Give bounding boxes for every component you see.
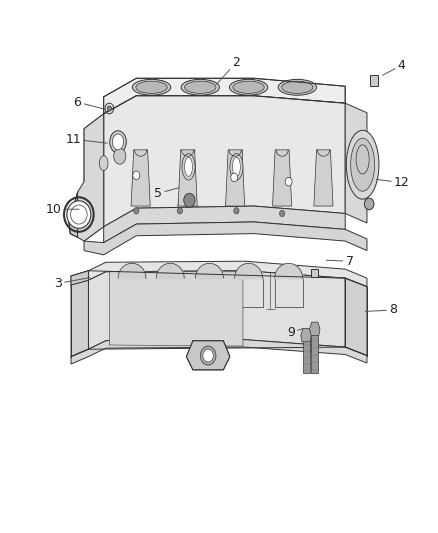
Polygon shape (303, 335, 310, 373)
Polygon shape (69, 192, 78, 237)
Ellipse shape (230, 79, 268, 95)
Circle shape (133, 171, 140, 180)
Circle shape (177, 208, 183, 214)
FancyBboxPatch shape (311, 269, 318, 277)
Text: 9: 9 (287, 326, 304, 340)
Circle shape (134, 208, 139, 214)
Polygon shape (78, 114, 104, 241)
Ellipse shape (110, 131, 126, 153)
Circle shape (203, 349, 213, 362)
Ellipse shape (182, 154, 195, 180)
Polygon shape (88, 271, 345, 349)
Circle shape (364, 198, 374, 210)
Text: 8: 8 (365, 303, 397, 317)
Ellipse shape (113, 134, 124, 150)
Text: 6: 6 (74, 95, 105, 109)
Ellipse shape (351, 138, 374, 191)
Polygon shape (71, 271, 88, 357)
Circle shape (231, 173, 238, 182)
Ellipse shape (67, 201, 91, 228)
Polygon shape (345, 278, 367, 356)
Polygon shape (186, 341, 230, 370)
Polygon shape (310, 322, 320, 335)
Ellipse shape (136, 81, 167, 93)
Polygon shape (71, 340, 367, 364)
Polygon shape (131, 150, 150, 206)
Ellipse shape (181, 79, 219, 95)
Text: 12: 12 (376, 176, 410, 189)
Ellipse shape (71, 205, 87, 224)
Polygon shape (272, 150, 292, 206)
Polygon shape (104, 206, 345, 243)
Ellipse shape (233, 157, 240, 176)
Text: 11: 11 (65, 133, 107, 146)
Polygon shape (345, 103, 367, 223)
Polygon shape (88, 261, 367, 287)
Polygon shape (104, 96, 345, 227)
Circle shape (285, 177, 292, 186)
Ellipse shape (278, 79, 317, 95)
Polygon shape (301, 328, 311, 342)
Ellipse shape (346, 130, 379, 199)
Circle shape (200, 346, 216, 365)
Ellipse shape (114, 148, 126, 164)
Circle shape (279, 211, 285, 216)
Circle shape (234, 208, 239, 214)
Polygon shape (226, 150, 245, 206)
Ellipse shape (233, 81, 264, 93)
Ellipse shape (99, 156, 108, 171)
Circle shape (107, 106, 112, 111)
Ellipse shape (132, 79, 171, 95)
Polygon shape (178, 150, 197, 206)
Text: 4: 4 (382, 59, 406, 75)
Ellipse shape (282, 81, 313, 93)
Polygon shape (311, 329, 318, 373)
FancyBboxPatch shape (371, 75, 378, 86)
Polygon shape (314, 150, 333, 206)
Polygon shape (84, 222, 367, 255)
Polygon shape (104, 78, 345, 114)
Text: 7: 7 (326, 255, 353, 268)
Polygon shape (71, 271, 88, 285)
Text: 2: 2 (216, 56, 240, 84)
Ellipse shape (185, 157, 192, 176)
Ellipse shape (230, 154, 243, 180)
Text: 10: 10 (46, 203, 79, 216)
Text: 3: 3 (54, 277, 90, 290)
Text: 5: 5 (154, 187, 179, 200)
Polygon shape (110, 272, 243, 346)
Ellipse shape (185, 81, 216, 93)
Polygon shape (84, 114, 104, 241)
Circle shape (184, 193, 195, 207)
